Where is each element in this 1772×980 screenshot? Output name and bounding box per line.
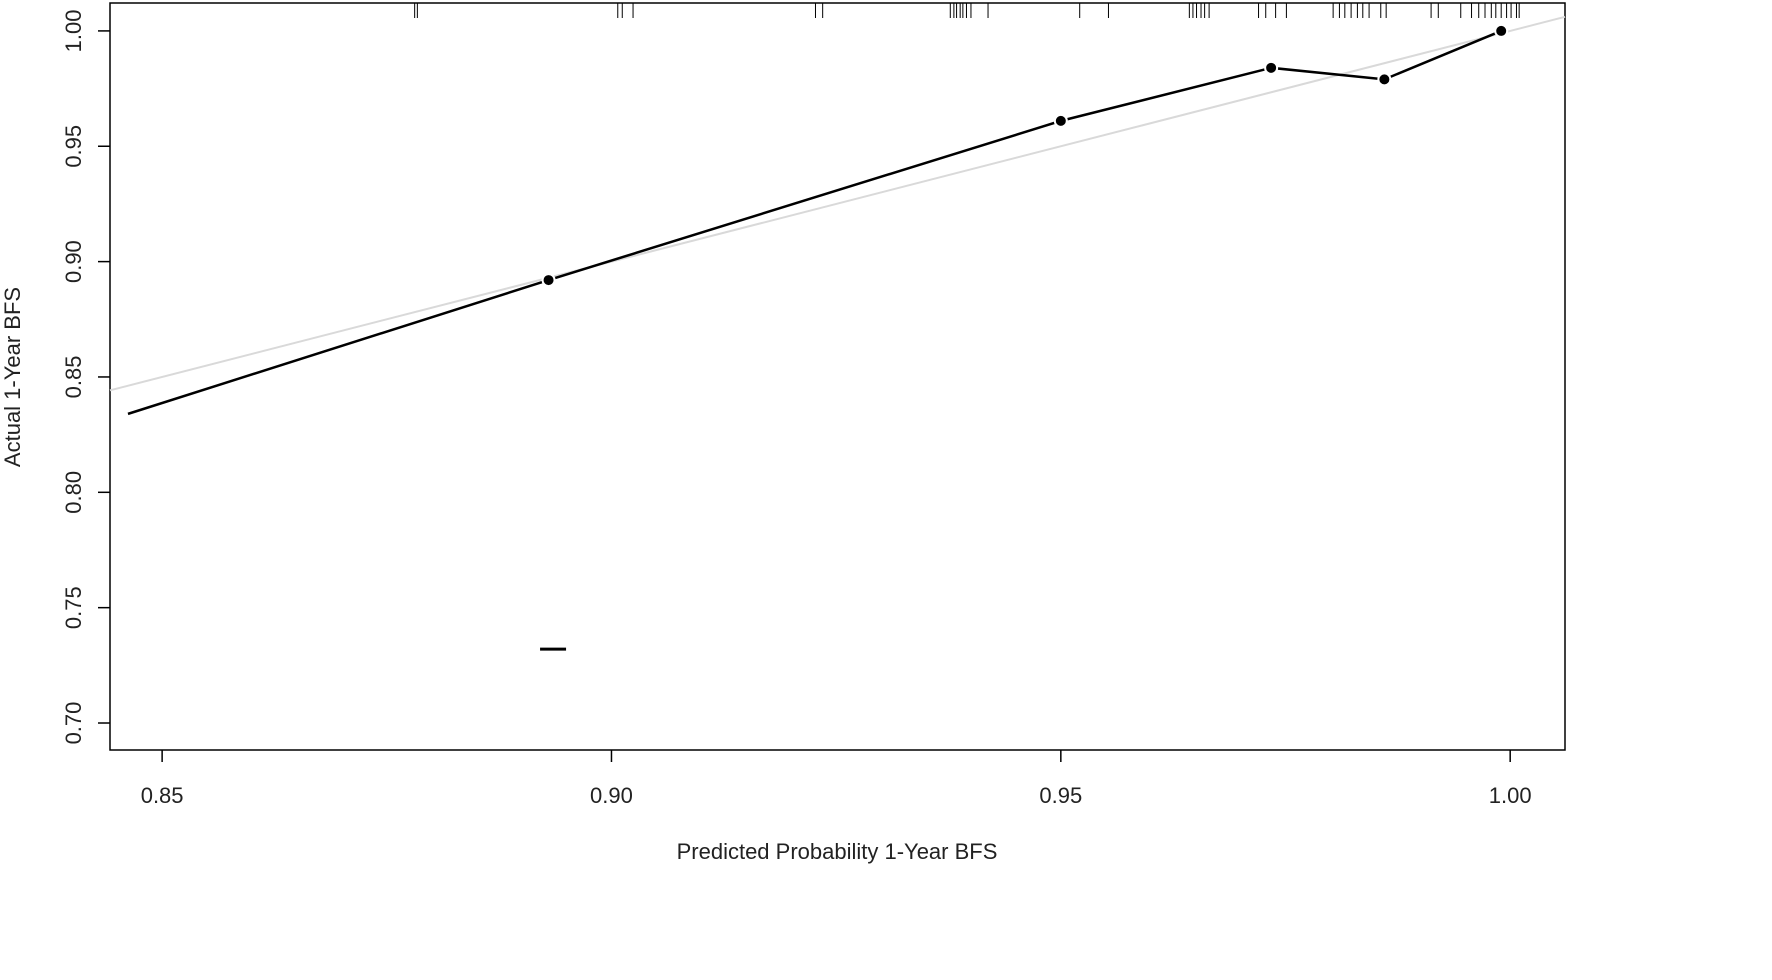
x-tick-label: 0.95 [1039, 783, 1082, 808]
y-tick-label: 0.90 [61, 240, 86, 283]
y-tick-label: 0.95 [61, 125, 86, 168]
x-tick-label: 1.00 [1489, 783, 1532, 808]
calibration-point [1377, 72, 1392, 87]
calibration-point [1264, 60, 1279, 75]
y-tick-label: 0.80 [61, 471, 86, 514]
plot-frame [109, 2, 1566, 751]
y-tick-label: 0.75 [61, 586, 86, 629]
x-tick-label: 0.90 [590, 783, 633, 808]
y-axis-label: Actual 1-Year BFS [0, 287, 25, 467]
calibration-line [127, 29, 1502, 416]
reference-line [109, 15, 1566, 392]
y-tick-label: 0.70 [61, 702, 86, 745]
y-tick-label: 1.00 [61, 10, 86, 53]
calibration-point [541, 273, 556, 288]
y-tick-label: 0.85 [61, 356, 86, 399]
calibration-point [1053, 113, 1068, 128]
calibration-point [1494, 23, 1509, 38]
x-axis-label: Predicted Probability 1-Year BFS [677, 839, 998, 864]
x-tick-label: 0.85 [141, 783, 184, 808]
